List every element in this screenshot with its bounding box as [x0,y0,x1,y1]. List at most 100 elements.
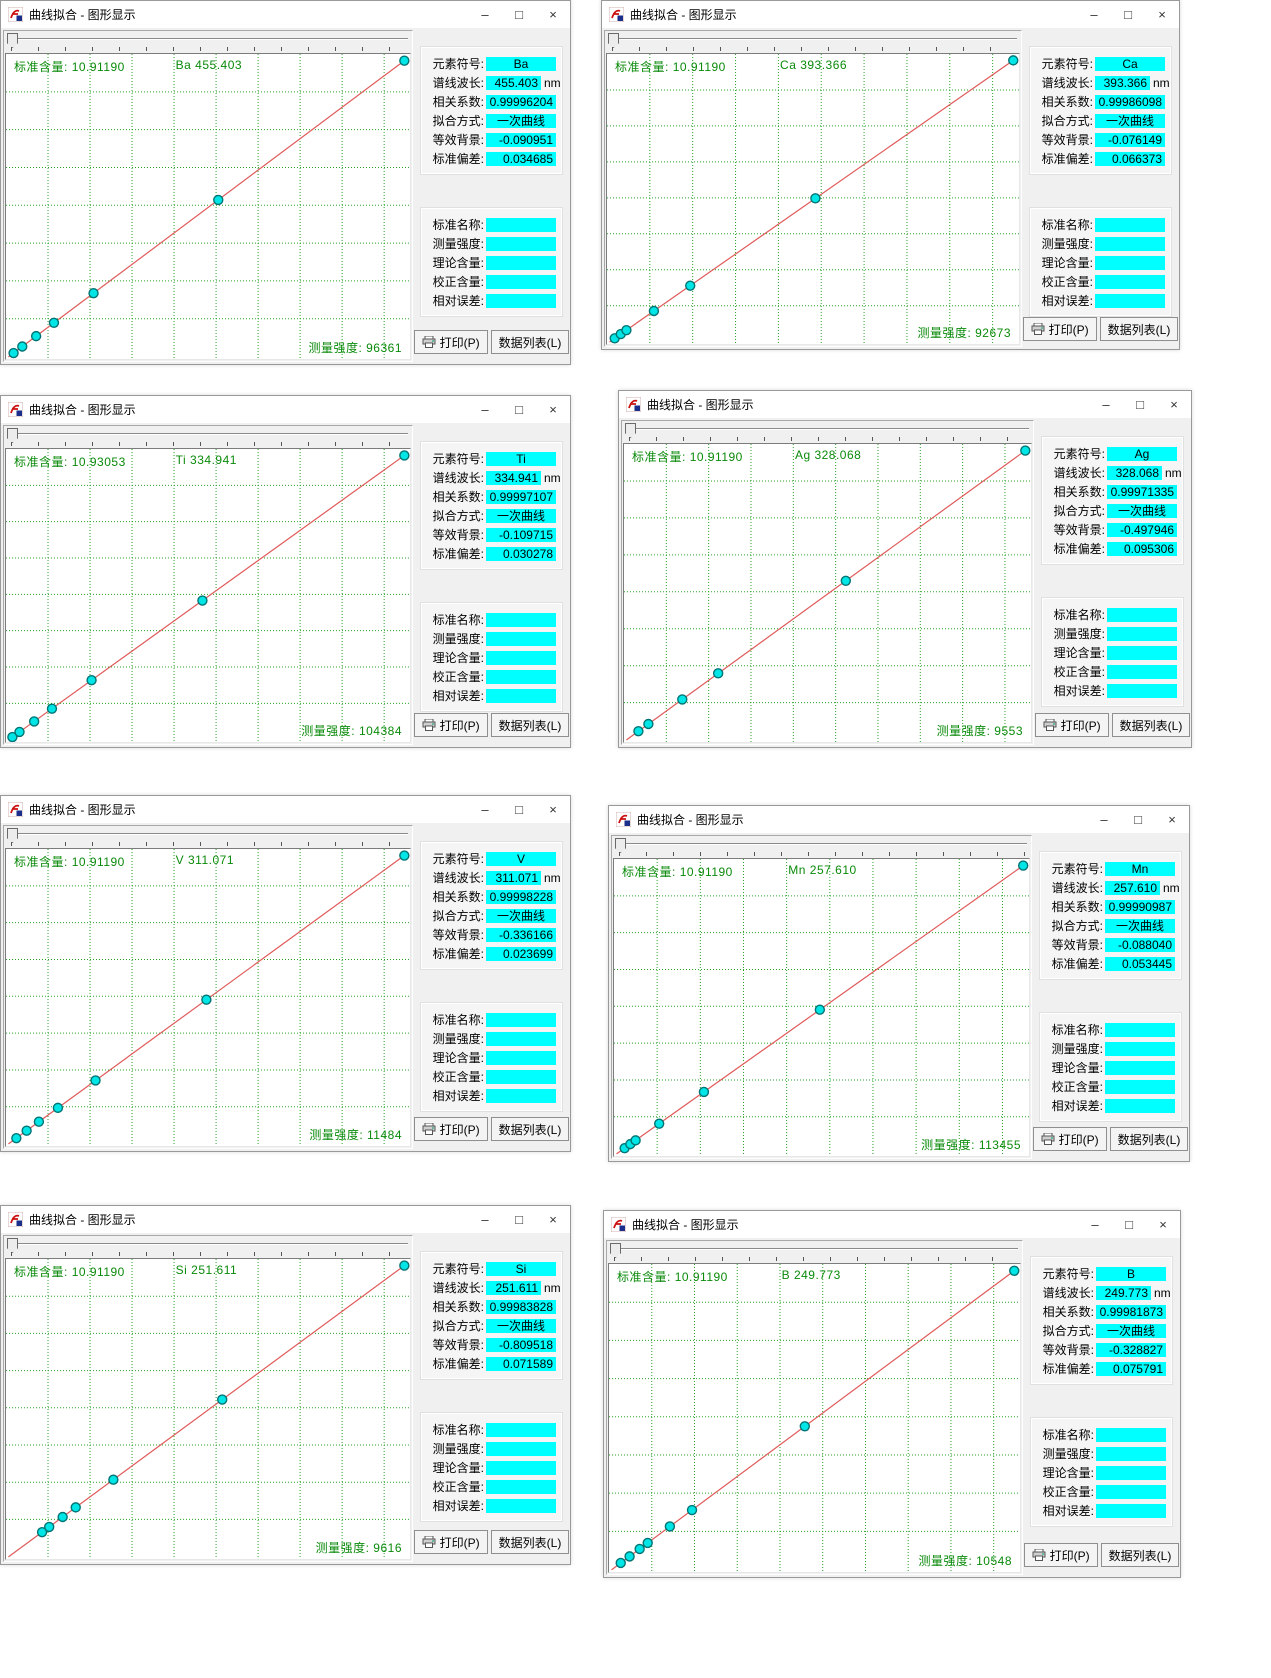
data-point[interactable] [90,1075,101,1086]
maximize-button[interactable]: □ [1134,812,1142,827]
data-point[interactable] [36,1526,48,1538]
data-point[interactable] [48,317,60,329]
data-list-button[interactable]: 数据列表(L) [490,1530,570,1554]
data-point[interactable] [399,55,410,66]
trackbar-thumb[interactable] [7,33,18,48]
data-point[interactable] [70,1502,81,1513]
data-point[interactable] [643,718,654,730]
data-point[interactable] [1009,1265,1020,1276]
minimize-button[interactable]: – [1102,397,1110,412]
titlebar[interactable]: 曲线拟合 - 图形显示 – □ × [609,806,1189,833]
data-list-button[interactable]: 数据列表(L) [1109,1127,1189,1151]
data-point[interactable] [799,1421,811,1432]
data-point[interactable] [46,703,58,714]
data-point[interactable] [217,1394,228,1405]
titlebar[interactable]: 曲线拟合 - 图形显示 – □ × [1,1206,570,1233]
titlebar[interactable]: 曲线拟合 - 图形显示 – □ × [1,396,570,423]
trackbar-thumb[interactable] [7,828,18,843]
print-button[interactable]: 打印(P) [1023,1543,1098,1567]
calibration-plot[interactable]: 标准含量: 10.91190 Si 251.611 测量强度: 9616 [5,1258,411,1560]
data-point[interactable] [1017,860,1029,871]
zoom-trackbar[interactable] [5,427,411,447]
titlebar[interactable]: 曲线拟合 - 图形显示 – □ × [602,1,1179,28]
data-point[interactable] [7,731,18,742]
data-point[interactable] [810,193,821,204]
print-button[interactable]: 打印(P) [1032,1127,1107,1151]
titlebar[interactable]: 曲线拟合 - 图形显示 – □ × [1,1,570,28]
data-point[interactable] [642,1537,653,1549]
data-point[interactable] [630,1135,641,1146]
data-point[interactable] [108,1474,119,1485]
data-point[interactable] [686,1504,698,1516]
data-point[interactable] [840,575,852,586]
calibration-plot[interactable]: 标准含量: 10.91190 V 311.071 测量强度: 11484 [5,848,411,1147]
data-point[interactable] [712,668,724,679]
data-point[interactable] [201,994,212,1005]
trackbar-thumb[interactable] [608,33,619,48]
data-point[interactable] [44,1521,55,1533]
data-point[interactable] [1008,55,1019,66]
calibration-plot[interactable]: 标准含量: 10.91190 Ba 455.403 测量强度: 96361 [5,53,411,360]
data-point[interactable] [634,1543,645,1555]
print-button[interactable]: 打印(P) [413,330,488,354]
data-list-button[interactable]: 数据列表(L) [490,713,570,737]
data-point[interactable] [648,305,660,317]
zoom-trackbar[interactable] [5,1237,411,1257]
minimize-button[interactable]: – [481,1212,489,1227]
data-point[interactable] [28,716,40,727]
zoom-trackbar[interactable] [5,827,411,847]
data-point[interactable] [57,1511,68,1523]
data-point[interactable] [399,450,410,461]
calibration-plot[interactable]: 标准含量: 10.91190 Ca 393.366 测量强度: 92673 [606,53,1020,345]
close-button[interactable]: × [549,402,557,417]
trackbar-thumb[interactable] [7,1238,18,1253]
data-point[interactable] [653,1118,665,1129]
data-point[interactable] [8,347,19,359]
data-point[interactable] [11,1132,22,1144]
zoom-trackbar[interactable] [606,32,1020,52]
print-button[interactable]: 打印(P) [413,1530,488,1554]
print-button[interactable]: 打印(P) [413,1117,488,1141]
minimize-button[interactable]: – [481,7,489,22]
close-button[interactable]: × [1168,812,1176,827]
data-point[interactable] [30,330,42,342]
data-point[interactable] [399,1260,410,1271]
close-button[interactable]: × [1170,397,1178,412]
trackbar-thumb[interactable] [615,838,626,853]
data-point[interactable] [88,287,99,299]
data-point[interactable] [213,194,224,206]
data-point[interactable] [399,850,410,861]
zoom-trackbar[interactable] [623,422,1032,442]
data-point[interactable] [33,1116,45,1127]
close-button[interactable]: × [549,1212,557,1227]
data-point[interactable] [17,341,28,352]
trackbar-thumb[interactable] [610,1243,621,1258]
calibration-plot[interactable]: 标准含量: 10.91190 Ag 328.068 测量强度: 9553 [623,443,1032,743]
minimize-button[interactable]: – [481,802,489,817]
minimize-button[interactable]: – [1091,1217,1099,1232]
data-list-button[interactable]: 数据列表(L) [1099,317,1179,341]
data-point[interactable] [21,1125,32,1136]
maximize-button[interactable]: □ [515,1212,523,1227]
data-point[interactable] [52,1102,64,1114]
close-button[interactable]: × [549,802,557,817]
maximize-button[interactable]: □ [1136,397,1144,412]
close-button[interactable]: × [549,7,557,22]
data-list-button[interactable]: 数据列表(L) [1100,1543,1180,1567]
data-list-button[interactable]: 数据列表(L) [1111,713,1191,737]
print-button[interactable]: 打印(P) [1022,317,1097,341]
maximize-button[interactable]: □ [515,802,523,817]
zoom-trackbar[interactable] [613,837,1030,857]
data-point[interactable] [86,675,97,686]
data-point[interactable] [814,1004,826,1015]
maximize-button[interactable]: □ [1125,1217,1133,1232]
data-point[interactable] [677,694,688,705]
minimize-button[interactable]: – [481,402,489,417]
zoom-trackbar[interactable] [5,32,411,52]
close-button[interactable]: × [1158,7,1166,22]
data-point[interactable] [14,726,25,738]
zoom-trackbar[interactable] [608,1242,1021,1262]
calibration-plot[interactable]: 标准含量: 10.93053 Ti 334.941 测量强度: 104384 [5,448,411,743]
trackbar-thumb[interactable] [625,423,636,438]
data-point[interactable] [624,1551,635,1562]
